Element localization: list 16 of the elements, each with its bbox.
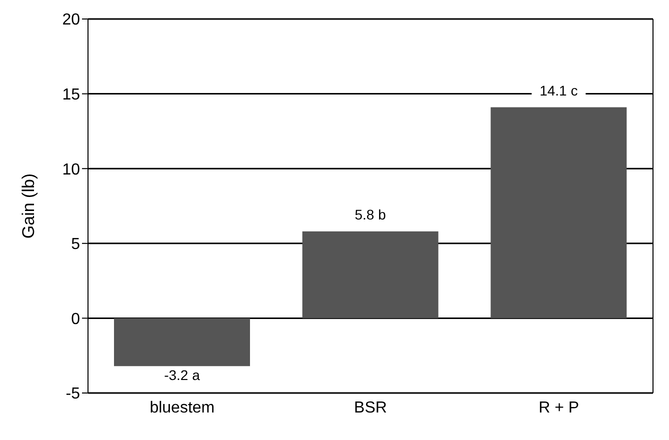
bar: [302, 231, 438, 318]
data-label: 14.1 c: [540, 82, 578, 98]
y-tick-label: 0: [71, 310, 80, 328]
y-tick-label: -5: [66, 386, 80, 403]
bar: [490, 107, 627, 318]
data-label: -3.2 a: [164, 367, 200, 384]
y-tick-label: 5: [71, 236, 80, 254]
bar: [114, 318, 250, 366]
data-label: 5.8 b: [354, 206, 386, 222]
y-tick-label: 20: [62, 12, 80, 29]
x-tick-label: bluestem: [150, 399, 215, 416]
x-tick-label: BSR: [354, 399, 387, 416]
y-tick-label: 10: [62, 161, 80, 178]
y-axis-title: Gain (lb): [19, 173, 38, 239]
y-tick-label: 15: [62, 86, 80, 104]
x-tick-label: R + P: [538, 399, 580, 416]
